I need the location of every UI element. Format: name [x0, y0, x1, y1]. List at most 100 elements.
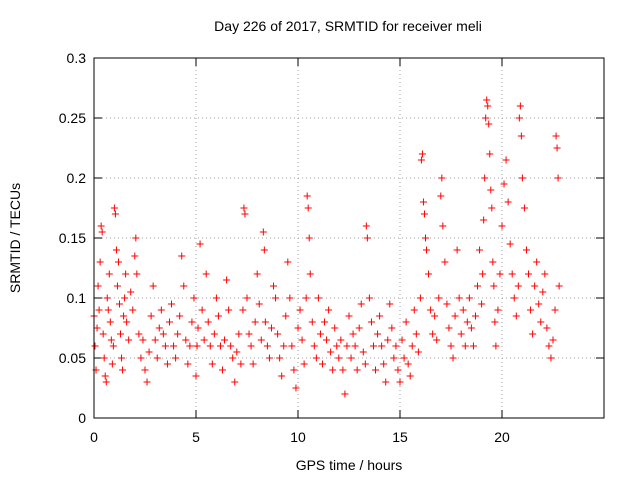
data-point — [141, 366, 149, 374]
data-point — [237, 360, 245, 368]
data-point — [303, 192, 311, 200]
data-point — [99, 330, 107, 338]
data-point — [294, 324, 302, 332]
data-point — [105, 270, 113, 278]
data-point — [117, 330, 125, 338]
data-point — [172, 354, 180, 362]
data-point — [441, 258, 449, 266]
data-point — [476, 246, 484, 254]
data-point — [372, 366, 380, 374]
data-point — [260, 246, 268, 254]
data-point — [310, 342, 318, 350]
data-point — [102, 378, 110, 386]
data-point — [439, 222, 447, 230]
data-point — [180, 282, 188, 290]
data-point — [410, 306, 418, 314]
data-point — [474, 282, 482, 290]
data-point — [233, 348, 241, 356]
data-point — [427, 306, 435, 314]
data-point — [449, 354, 457, 362]
data-point — [345, 312, 353, 320]
data-point — [327, 348, 335, 356]
data-point — [445, 324, 453, 332]
data-point — [537, 318, 545, 326]
data-point — [502, 156, 510, 164]
data-point — [506, 240, 514, 248]
data-point — [363, 234, 371, 242]
data-point — [459, 306, 467, 314]
data-point — [333, 342, 341, 350]
data-point — [194, 324, 202, 332]
data-point — [123, 318, 131, 326]
data-point — [541, 270, 549, 278]
data-point — [361, 360, 369, 368]
data-point — [312, 354, 320, 362]
data-point — [467, 324, 475, 332]
data-point — [398, 336, 406, 344]
data-point — [114, 258, 122, 266]
y-tick-label: 0.2 — [67, 170, 87, 186]
data-point — [196, 240, 204, 248]
data-point — [188, 318, 196, 326]
data-point — [478, 300, 486, 308]
data-point — [483, 96, 491, 104]
data-point — [121, 294, 129, 302]
data-point — [159, 330, 167, 338]
y-axis-label: SRMTID / TECUs — [7, 183, 23, 293]
data-point — [111, 210, 119, 218]
y-tick-label: 0.1 — [67, 290, 87, 306]
data-point — [106, 318, 114, 326]
data-point — [190, 294, 198, 302]
data-point — [210, 330, 218, 338]
data-point — [265, 354, 273, 362]
data-point — [98, 228, 106, 236]
data-point — [231, 378, 239, 386]
data-point — [249, 360, 257, 368]
data-point — [127, 288, 135, 296]
data-point — [329, 366, 337, 374]
data-point — [298, 336, 306, 344]
data-point — [216, 342, 224, 350]
data-point — [353, 366, 361, 374]
data-point — [129, 306, 137, 314]
data-point — [182, 336, 190, 344]
data-point — [455, 294, 463, 302]
data-point — [120, 312, 128, 320]
data-point — [274, 330, 282, 338]
plot-frame — [93, 57, 605, 419]
data-point — [341, 390, 349, 398]
data-point — [165, 318, 173, 326]
data-point — [325, 306, 333, 314]
data-point — [139, 336, 147, 344]
data-point — [423, 246, 431, 254]
data-point — [553, 144, 561, 152]
data-point — [135, 330, 143, 338]
data-point — [308, 318, 316, 326]
data-point — [174, 330, 182, 338]
data-point — [100, 354, 108, 362]
data-point — [108, 360, 116, 368]
data-point — [369, 342, 377, 350]
data-point — [437, 192, 445, 200]
data-point — [261, 318, 269, 326]
data-point — [270, 282, 278, 290]
data-point — [302, 294, 310, 302]
data-point — [147, 312, 155, 320]
data-point — [508, 270, 516, 278]
data-point — [486, 150, 494, 158]
data-point — [202, 270, 210, 278]
data-points — [90, 96, 563, 398]
data-point — [212, 294, 220, 302]
data-point — [517, 132, 525, 140]
data-point — [204, 318, 212, 326]
data-point — [394, 366, 402, 374]
data-point — [300, 360, 308, 368]
data-point — [251, 318, 259, 326]
data-point — [280, 342, 288, 350]
data-point — [481, 174, 489, 182]
data-point — [404, 360, 412, 368]
data-point — [388, 324, 396, 332]
y-tick-label: 0.05 — [59, 350, 86, 366]
data-point — [145, 348, 153, 356]
data-point — [151, 336, 159, 344]
